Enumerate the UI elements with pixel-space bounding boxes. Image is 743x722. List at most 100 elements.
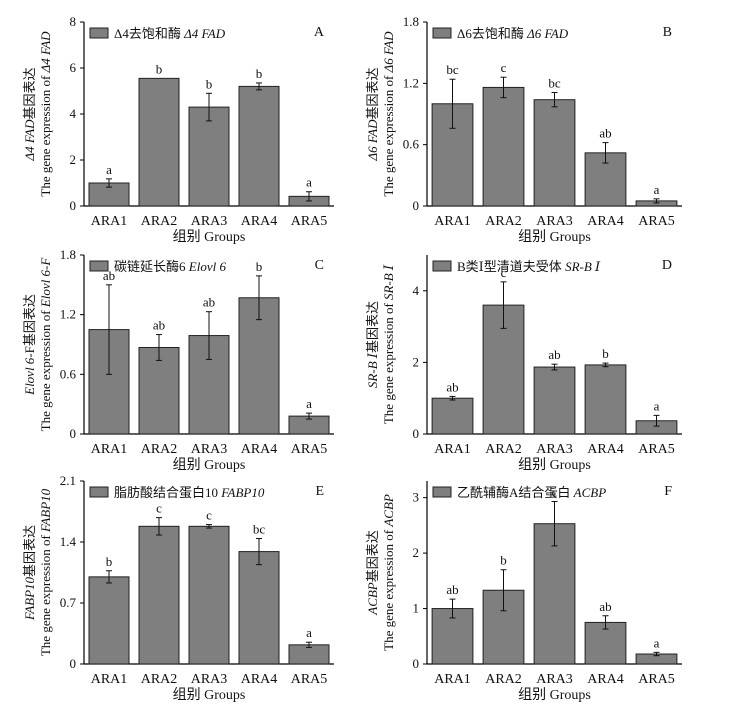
y-axis-label-cn: Δ6 FAD基因表达 bbox=[365, 68, 380, 162]
y-tick-label: 1.8 bbox=[60, 247, 76, 262]
significance-letter: a bbox=[654, 635, 660, 650]
y-axis-label-en: The gene expression of SR-B Ⅰ bbox=[381, 264, 396, 424]
significance-letter: bc bbox=[548, 76, 561, 91]
category-label: ARA4 bbox=[587, 672, 624, 687]
category-label: ARA5 bbox=[638, 442, 675, 457]
panel-letter: D bbox=[662, 258, 672, 273]
category-label: ARA2 bbox=[485, 442, 522, 457]
category-label: ARA5 bbox=[291, 442, 328, 457]
significance-letter: ab bbox=[153, 318, 165, 333]
y-axis-label-gene: Δ4 FAD bbox=[22, 119, 37, 162]
x-axis-label: 组别 Groups bbox=[173, 457, 246, 473]
significance-letter: b bbox=[106, 554, 113, 569]
y-axis-label-gene: SR-B Ⅰ bbox=[381, 264, 396, 300]
y-tick-label: 2 bbox=[413, 354, 420, 369]
y-tick-label: 1.8 bbox=[403, 14, 419, 29]
bar bbox=[188, 106, 230, 207]
y-axis-label-gene: FABP10 bbox=[38, 488, 53, 533]
category-label: ARA4 bbox=[241, 672, 278, 687]
significance-letter: c bbox=[156, 501, 162, 516]
significance-letter: b bbox=[256, 66, 263, 81]
panel-b: 0 0.6 1.2 1.8 bc ARA1 c ARA2 bc ARA3 ab ARA4 a ARA5 组别… bbox=[365, 14, 682, 245]
legend-swatch bbox=[432, 486, 452, 498]
category-label: ARA1 bbox=[91, 672, 128, 687]
significance-letter: a bbox=[306, 175, 312, 190]
y-tick-label: 0 bbox=[70, 656, 77, 671]
y-axis-label-gene: Δ6 FAD bbox=[381, 31, 396, 74]
category-label: ARA5 bbox=[638, 672, 675, 687]
category-label: ARA1 bbox=[91, 442, 128, 457]
significance-letter: a bbox=[654, 182, 660, 197]
bar bbox=[482, 86, 525, 207]
y-axis-label-text: The gene expression of bbox=[381, 300, 396, 424]
category-label: ARA2 bbox=[141, 442, 178, 457]
legend-label-cn: 乙酰辅酶A结合蛋白 bbox=[457, 485, 574, 500]
category-label: ARA3 bbox=[191, 672, 228, 687]
y-tick-label: 2 bbox=[70, 152, 77, 167]
significance-letter: ab bbox=[203, 295, 215, 310]
legend-label: 脂肪酸结合蛋白10 FABP10 bbox=[114, 485, 265, 500]
y-tick-label: 4 bbox=[70, 106, 77, 121]
category-label: ARA2 bbox=[141, 214, 178, 229]
y-tick-label: 8 bbox=[70, 14, 77, 29]
legend-label-gene: Elovl 6 bbox=[188, 259, 227, 274]
bar bbox=[238, 85, 280, 207]
significance-letter: a bbox=[654, 398, 660, 413]
panel-letter: F bbox=[664, 484, 672, 499]
panel-c: 0 0.6 1.2 1.8 ab ARA1 ab ARA2 ab ARA3 b ARA4 a ARA5 组别… bbox=[22, 247, 334, 473]
y-tick-label: 2.1 bbox=[60, 473, 76, 488]
significance-letter: ab bbox=[599, 599, 611, 614]
significance-letter: b bbox=[156, 61, 163, 76]
category-label: ARA3 bbox=[536, 214, 573, 229]
y-tick-label: 1.2 bbox=[60, 307, 76, 322]
legend-label: 碳链延长酶6 Elovl 6 bbox=[114, 259, 226, 274]
legend-label: Δ4去饱和酶 Δ4 FAD bbox=[114, 26, 226, 41]
significance-letter: ab bbox=[446, 379, 458, 394]
significance-letter: c bbox=[552, 485, 558, 500]
bar bbox=[238, 551, 280, 665]
y-axis-label-gene: ACBP bbox=[381, 494, 396, 528]
y-axis-label-text: 基因表达 bbox=[22, 68, 37, 120]
x-axis-label: 组别 Groups bbox=[173, 687, 246, 703]
category-label: ARA4 bbox=[587, 214, 624, 229]
y-axis-label-gene: Δ6 FAD bbox=[365, 119, 380, 162]
legend-label-gene: FABP10 bbox=[220, 485, 265, 500]
bar bbox=[138, 77, 180, 207]
significance-letter: ab bbox=[599, 126, 611, 141]
category-label: ARA2 bbox=[485, 214, 522, 229]
y-axis-label-text: The gene expression of bbox=[38, 307, 53, 431]
y-axis-label-gene: Elovl 6 bbox=[22, 357, 37, 396]
y-axis-label-text: 基因表达 bbox=[365, 530, 380, 582]
category-label: ARA1 bbox=[91, 214, 128, 229]
bar bbox=[138, 346, 180, 435]
y-axis-label-cn: SR-B Ⅰ基因表达 bbox=[365, 301, 380, 388]
y-axis-label-en: The gene expression of FABP10 bbox=[38, 488, 53, 656]
y-tick-label: 3 bbox=[413, 490, 420, 505]
y-axis-label-text: 基因表达 bbox=[22, 525, 37, 577]
legend-label-cn: 脂肪酸结合蛋白10 bbox=[114, 485, 221, 500]
category-label: ARA1 bbox=[434, 442, 471, 457]
category-label: ARA4 bbox=[241, 442, 278, 457]
legend-label-cn: Δ4去饱和酶 bbox=[114, 26, 184, 41]
legend-label-gene: Δ4 FAD bbox=[183, 26, 226, 41]
significance-letter: bc bbox=[446, 62, 459, 77]
category-label: ARA5 bbox=[291, 214, 328, 229]
significance-letter: c bbox=[206, 508, 212, 523]
legend-label-gene: Δ6 FAD bbox=[526, 26, 569, 41]
panel-letter: A bbox=[314, 25, 325, 40]
category-label: ARA4 bbox=[587, 442, 624, 457]
y-tick-label: 0 bbox=[413, 656, 420, 671]
y-axis-label-gene: SR-B Ⅰ bbox=[365, 352, 380, 388]
bar bbox=[584, 364, 627, 435]
y-axis-label-text: The gene expression of bbox=[381, 527, 396, 651]
y-axis-label-cn: FABP10基因表达 bbox=[22, 525, 37, 621]
category-label: ARA1 bbox=[434, 672, 471, 687]
y-axis-label-text: The gene expression of bbox=[38, 72, 53, 196]
significance-letter: ab bbox=[548, 347, 560, 362]
y-axis-label-text: The gene expression of bbox=[381, 72, 396, 196]
significance-letter: b bbox=[500, 553, 507, 568]
category-label: ARA3 bbox=[536, 672, 573, 687]
legend-swatch bbox=[432, 260, 452, 272]
significance-letter: ab bbox=[103, 268, 115, 283]
y-axis-label-cn: Δ4 FAD基因表达 bbox=[22, 68, 37, 162]
